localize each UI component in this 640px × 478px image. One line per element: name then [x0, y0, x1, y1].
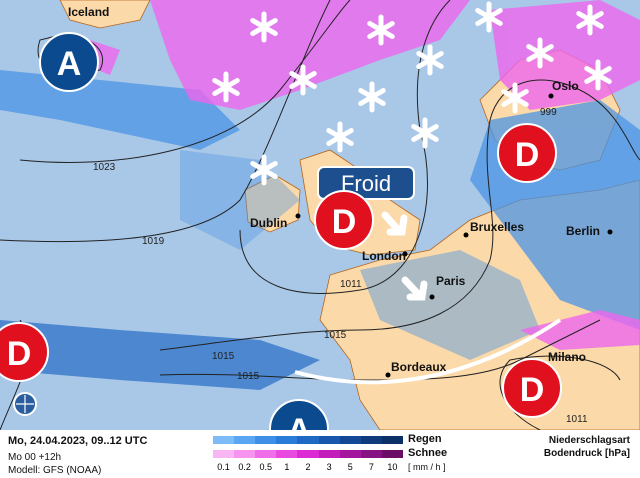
date-label: Mo, 24.04.2023, 09..12 UTC: [8, 435, 148, 447]
scale-tick: 0.1: [217, 462, 230, 472]
low-pressure-marker: D: [502, 358, 562, 418]
color-swatch: [276, 450, 298, 458]
pressure-label: D: [332, 203, 357, 241]
color-swatch: [339, 450, 361, 458]
color-swatch: [339, 436, 361, 444]
color-swatch: [381, 450, 403, 458]
snowflake-icon: [289, 64, 317, 96]
low-pressure-marker: D: [0, 322, 49, 382]
low-pressure-marker: D: [314, 190, 374, 250]
snowflake-icon: [250, 11, 278, 43]
scale-tick: 7: [368, 462, 374, 472]
snowflake-icon: [416, 44, 444, 76]
pressure-label: A: [287, 412, 312, 430]
scale-tick: 10: [387, 462, 398, 472]
city-berlin: Berlin: [566, 224, 600, 238]
color-swatch: [234, 436, 256, 444]
snow-color-scale: [213, 450, 403, 458]
scale-tick: 5: [347, 462, 353, 472]
isobar-label: 1023: [93, 162, 116, 173]
rain-label: Regen: [408, 433, 442, 445]
snow-label: Schnee: [408, 447, 448, 459]
snowflake-icon: [475, 1, 503, 33]
weather-map: 1023 1019 1011 1015 1015 1015 999 1011 I…: [0, 0, 640, 430]
color-swatch: [255, 436, 277, 444]
pressure-label: D: [7, 335, 32, 373]
low-pressure-marker: D: [497, 123, 557, 183]
city-paris: Paris: [436, 274, 466, 288]
city-milano: Milano: [548, 350, 586, 364]
pressure-label: D: [520, 371, 545, 409]
city-bordeaux: Bordeaux: [391, 360, 447, 374]
color-swatch: [234, 450, 256, 458]
isobar-label: 1015: [324, 330, 347, 341]
snowflake-icon: [250, 154, 278, 186]
high-pressure-marker: A: [269, 399, 329, 430]
high-pressure-marker: A: [39, 32, 99, 92]
color-swatch: [381, 436, 403, 444]
legend-title-pressure: Bodendruck [hPa]: [543, 448, 630, 459]
isobar-label: 999: [540, 107, 557, 118]
color-swatch: [318, 450, 340, 458]
snowflake-icon: [212, 71, 240, 103]
isobar-label: 1015: [212, 351, 235, 362]
color-swatch: [297, 450, 319, 458]
snowflake-icon: [411, 117, 439, 149]
snowflake-icon: [367, 14, 395, 46]
front-line: [294, 318, 562, 385]
model-label: Modell: GFS (NOAA): [8, 465, 102, 476]
run-label: Mo 00 +12h: [8, 452, 62, 463]
wind-arrow-icons: [381, 211, 428, 301]
city-oslo: Oslo: [552, 79, 579, 93]
scale-tick: 0.2: [238, 462, 251, 472]
legend-title-type: Niederschlagsart: [548, 435, 630, 446]
color-swatch: [318, 436, 340, 444]
scale-tick: 3: [326, 462, 332, 472]
globe-logo-icon: [13, 392, 37, 416]
unit-label: [ mm / h ]: [408, 462, 446, 472]
color-swatch: [213, 436, 235, 444]
land-iceland: [59, 0, 151, 29]
snowflake-icon: [358, 81, 386, 113]
snowflake-icon: [326, 121, 354, 153]
isobar-label: 1011: [566, 414, 588, 425]
isobar-labels: 1023 1019 1011 1015 1015 1015 999 1011: [93, 107, 588, 425]
scale-tick: 0.5: [259, 462, 273, 472]
pressure-systems: A D D D D A: [0, 32, 562, 430]
rain-color-scale: [213, 436, 403, 444]
snowflake-icons: [212, 1, 612, 186]
snowflake-icon: [501, 82, 529, 114]
legend: Mo, 24.04.2023, 09..12 UTC Mo 00 +12h Mo…: [0, 430, 640, 478]
snowflake-icon: [526, 37, 554, 69]
cities: Iceland Oslo Dublin London Bruxelles Ber…: [68, 5, 613, 378]
pressure-label: D: [515, 136, 540, 174]
snowflake-icon: [584, 59, 612, 91]
color-swatch: [360, 450, 382, 458]
scale-ticks: 0.1 0.2 0.5 1 2 3 5 7 10: [213, 462, 403, 472]
color-swatch: [213, 450, 235, 458]
scale-tick: 1: [284, 462, 290, 472]
isobar-label: 1011: [340, 279, 362, 290]
snowflake-icon: [576, 4, 604, 36]
pressure-label: A: [57, 45, 82, 83]
isobar-label: 1015: [237, 371, 260, 382]
city-bruxelles: Bruxelles: [470, 220, 524, 234]
color-swatch: [255, 450, 277, 458]
color-swatch: [360, 436, 382, 444]
isobar-label: 1019: [142, 236, 165, 247]
color-swatch: [297, 436, 319, 444]
city-iceland: Iceland: [68, 5, 109, 19]
color-swatch: [276, 436, 298, 444]
city-london: London: [362, 249, 406, 263]
scale-tick: 2: [305, 462, 311, 472]
city-dublin: Dublin: [250, 216, 287, 230]
